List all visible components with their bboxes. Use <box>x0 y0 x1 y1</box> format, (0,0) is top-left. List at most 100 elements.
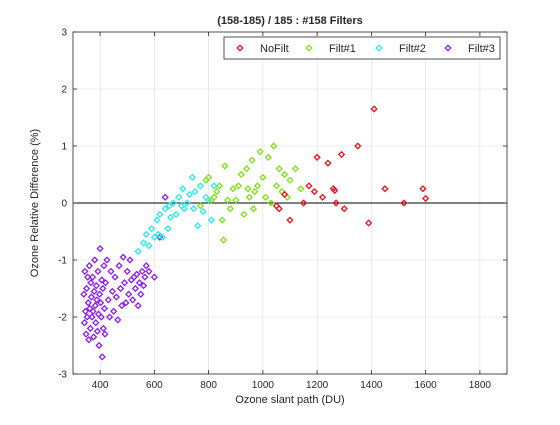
data-point <box>134 247 142 256</box>
legend-label: NoFilt <box>260 43 289 55</box>
data-point <box>210 193 218 201</box>
data-point <box>237 170 245 179</box>
data-point <box>340 205 348 213</box>
data-point <box>156 210 164 219</box>
data-point <box>299 199 308 207</box>
data-point <box>244 185 252 193</box>
data-point <box>232 196 240 204</box>
data-point <box>229 185 237 193</box>
data-point <box>110 307 118 315</box>
data-point <box>172 210 180 219</box>
data-point <box>81 267 89 276</box>
data-point <box>249 205 258 213</box>
data-point <box>134 301 142 310</box>
data-point <box>141 273 149 281</box>
data-point <box>101 279 110 287</box>
data-point <box>145 267 153 276</box>
data-point <box>85 336 93 344</box>
data-point <box>99 284 107 293</box>
data-point <box>101 330 109 338</box>
data-point <box>223 196 232 204</box>
legend-marker <box>375 44 383 52</box>
series-filt-3 <box>80 193 169 361</box>
data-point <box>81 307 90 315</box>
data-point <box>213 187 221 196</box>
x-tick-label: 800 <box>200 380 217 391</box>
data-point <box>188 173 196 181</box>
data-point <box>82 330 90 338</box>
data-point <box>92 319 100 327</box>
chart-title: (158-185) / 185 : #158 Filters <box>217 15 363 27</box>
series-filt-2 <box>134 173 218 256</box>
data-point <box>419 185 427 193</box>
data-point <box>114 316 122 324</box>
y-tick-label: 3 <box>61 28 67 39</box>
data-point <box>92 282 100 290</box>
data-point <box>95 341 103 350</box>
data-point <box>103 256 111 264</box>
data-point <box>137 290 145 298</box>
data-point <box>108 287 116 295</box>
data-point <box>93 327 102 335</box>
x-axis-label: Ozone slant path (DU) <box>235 394 344 406</box>
data-point <box>124 290 133 298</box>
data-point <box>164 225 172 233</box>
data-point <box>422 194 430 203</box>
data-point <box>161 205 169 213</box>
data-point <box>196 202 205 210</box>
data-point <box>270 142 278 150</box>
x-tick-label: 1200 <box>306 380 329 391</box>
data-point <box>190 205 198 213</box>
data-point <box>305 182 313 190</box>
data-point <box>93 296 101 304</box>
data-point <box>275 205 283 213</box>
data-point <box>259 173 267 181</box>
legend-item: Filt#3 <box>444 43 495 55</box>
data-point <box>354 142 362 150</box>
data-point <box>148 225 156 233</box>
legend-item: Filt#2 <box>375 43 426 55</box>
data-point <box>381 185 389 193</box>
data-point <box>115 262 123 270</box>
data-point <box>199 207 207 216</box>
data-point <box>88 273 97 281</box>
data-point <box>120 279 129 287</box>
series-nofilt <box>272 105 430 227</box>
data-point <box>90 287 98 295</box>
data-point <box>97 313 105 321</box>
data-point <box>118 301 126 310</box>
data-point <box>245 193 253 201</box>
data-point <box>83 313 91 321</box>
y-tick-label: 1 <box>61 142 67 153</box>
data-point <box>218 216 226 224</box>
data-point <box>324 159 332 167</box>
data-point <box>85 262 93 270</box>
data-point <box>91 256 99 264</box>
data-point <box>261 193 270 201</box>
y-axis-label: Ozone Relative Difference (%) <box>29 129 41 277</box>
data-point <box>153 216 161 224</box>
data-point <box>194 222 202 230</box>
data-point <box>272 182 281 190</box>
data-point <box>215 182 224 190</box>
data-point <box>126 256 134 264</box>
data-point <box>161 193 169 201</box>
data-point <box>332 199 340 207</box>
data-point <box>100 304 109 313</box>
data-point <box>297 185 305 193</box>
data-point <box>119 253 127 261</box>
data-point <box>133 270 141 278</box>
data-point <box>95 290 104 298</box>
data-point <box>129 296 137 304</box>
data-point <box>183 199 191 207</box>
data-point <box>139 239 148 247</box>
data-point <box>82 284 91 293</box>
data-point <box>242 165 251 173</box>
data-point <box>91 301 99 310</box>
data-point <box>112 293 121 301</box>
y-tick-label: -2 <box>58 313 67 324</box>
legend-box <box>223 36 501 60</box>
data-point <box>365 219 373 227</box>
data-point <box>169 199 177 207</box>
data-point <box>234 182 243 190</box>
